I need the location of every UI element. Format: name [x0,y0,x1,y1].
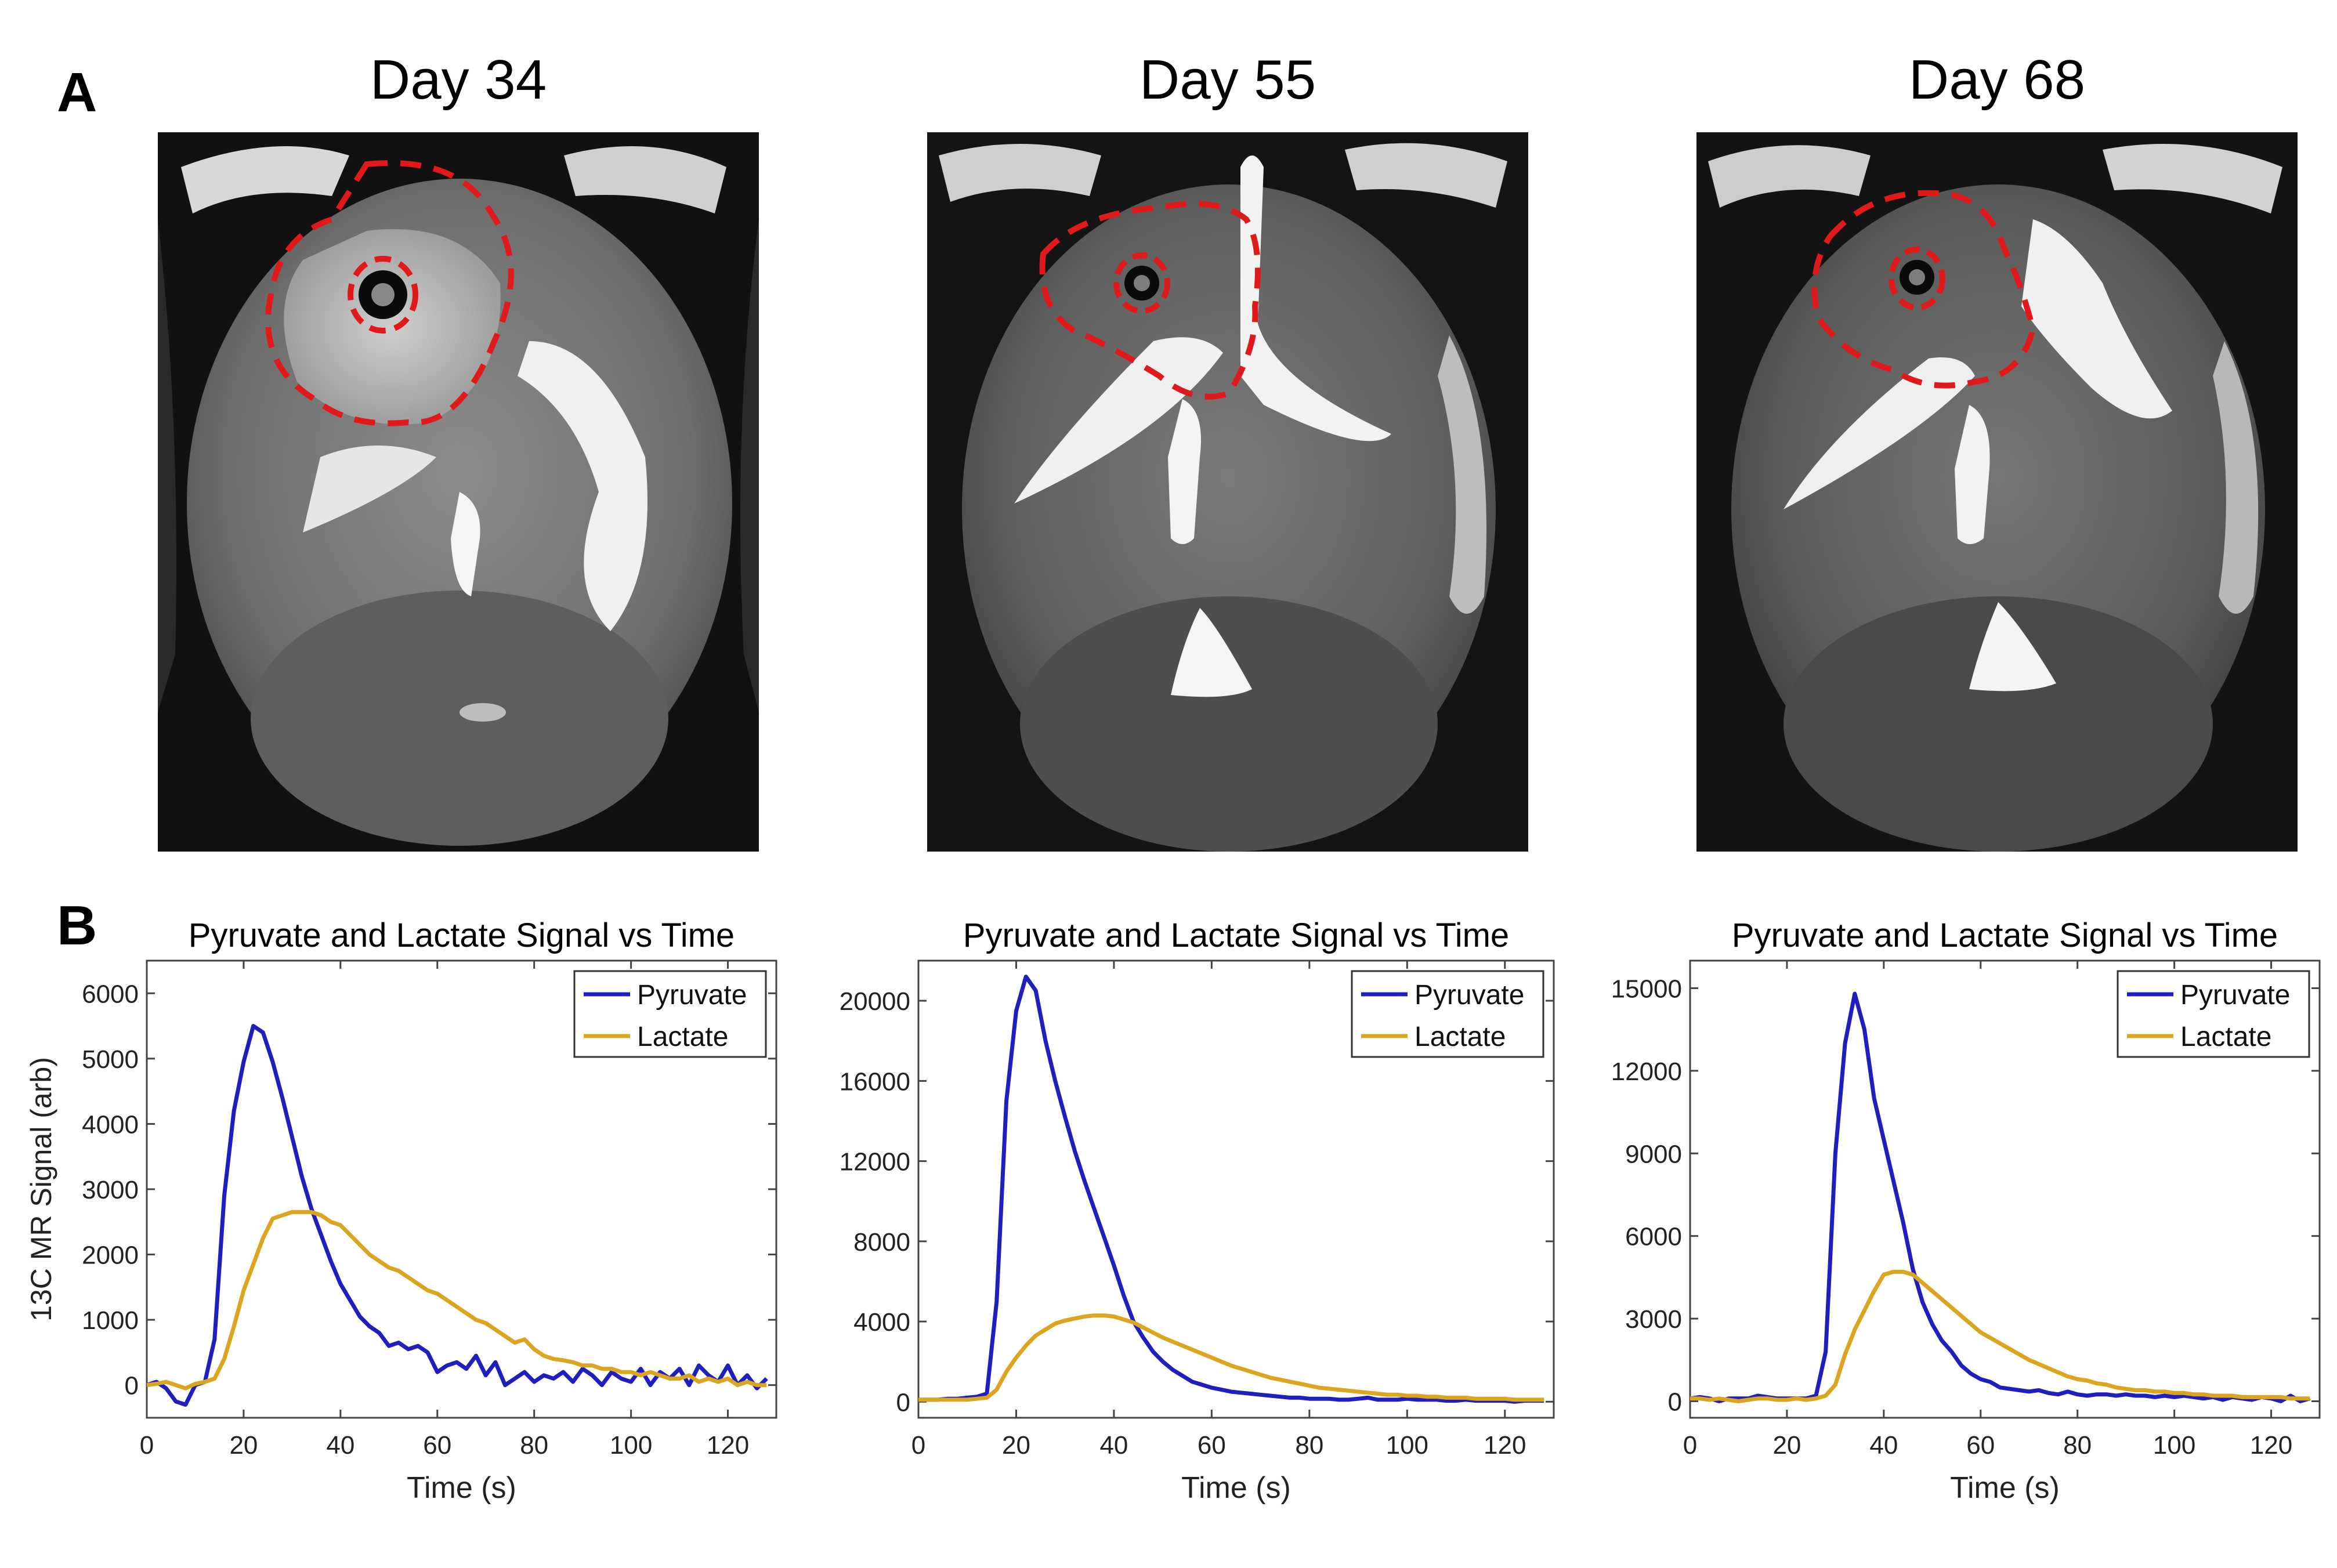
x-tick-label: 60 [1966,1431,1995,1460]
chart-day-68: Pyruvate and Lactate Signal vs Time 0 20 40… [1611,917,2321,1505]
y-tick-label: 0 [125,1372,139,1400]
y-tick-label: 9000 [1625,1140,1682,1168]
x-tick-label: 40 [326,1431,354,1460]
x-tick-label: 20 [229,1431,258,1460]
x-tick-label: 0 [911,1431,925,1460]
y-tick-label: 4000 [82,1110,139,1139]
y-tick-label: 20000 [840,987,910,1016]
roi-outline-tumor [1811,190,2036,389]
x-tick-label: 100 [2153,1431,2195,1460]
y-tick-label: 0 [1668,1388,1682,1417]
x-tick-label: 120 [2250,1431,2292,1460]
series-line-lactate [918,1313,1544,1402]
x-tick-label: 80 [1295,1431,1323,1460]
roi-outline-catheter [1889,247,1945,310]
legend-label-pyruvate: Pyruvate [2180,980,2290,1011]
legend-label-pyruvate: Pyruvate [637,980,747,1011]
chart-title: Pyruvate and Lactate Signal vs Time [1732,917,2278,954]
series-line-pyruvate [918,975,1544,1404]
chart-day-34: Pyruvate and Lactate Signal vs Time 0 20 40… [25,917,777,1505]
x-tick-label: 20 [1002,1431,1030,1460]
legend-box [1351,970,1544,1058]
roi-outline-catheter [348,256,418,334]
y-tick-label: 3000 [82,1176,139,1204]
x-tick-label: 60 [423,1431,451,1460]
x-tick-label: 60 [1198,1431,1226,1460]
x-axis-label: Time (s) [1950,1471,2060,1505]
y-axis-label: 13C MR Signal (arb) [25,1057,57,1321]
chart-day-55: Pyruvate and Lactate Signal vs Time 0 20 40… [840,917,1555,1505]
y-tick-label: 12000 [840,1148,910,1176]
y-tick-label: 3000 [1625,1305,1682,1334]
y-tick-label: 15000 [1611,975,1682,1003]
roi-outline-tumor [265,160,514,426]
y-tick-label: 6000 [82,980,139,1008]
x-tick-label: 0 [140,1431,154,1460]
roi-outline-catheter [1113,252,1170,314]
y-tick-label: 16000 [840,1067,910,1096]
y-tick-label: 6000 [1625,1223,1682,1251]
y-tick-label: 12000 [1611,1058,1682,1086]
panel-label-b: B [57,895,97,957]
series-line-lactate [1690,1269,2310,1403]
x-tick-label: 40 [1869,1431,1898,1460]
mri-image-day-68 [1696,132,2298,852]
x-tick-label: 100 [1386,1431,1428,1460]
y-tick-label: 5000 [82,1045,139,1074]
series-line-pyruvate [146,1024,768,1407]
panel-label-a: A [57,61,97,124]
chart-title: Pyruvate and Lactate Signal vs Time [963,917,1509,954]
image-title-day-68: Day 68 [1908,49,2086,111]
mri-image-day-55 [927,132,1528,852]
y-tick-label: 4000 [853,1308,910,1337]
x-tick-label: 40 [1099,1431,1128,1460]
y-tick-label: 8000 [853,1228,910,1256]
y-tick-label: 2000 [82,1241,139,1270]
x-tick-label: 120 [707,1431,749,1460]
mri-image-day-34 [158,132,759,852]
plot-frame [917,959,1555,1419]
legend-label-lactate: Lactate [637,1022,728,1052]
x-axis-label: Time (s) [407,1471,516,1505]
x-tick-label: 0 [1683,1431,1697,1460]
x-tick-label: 100 [610,1431,652,1460]
y-tick-label: 1000 [82,1306,139,1335]
x-tick-label: 120 [1484,1431,1526,1460]
legend-box [573,970,767,1058]
plot-frame [1689,959,2321,1419]
legend-box [2117,970,2310,1058]
legend-label-lactate: Lactate [2180,1022,2271,1052]
x-tick-label: 20 [1772,1431,1801,1460]
x-axis-label: Time (s) [1181,1471,1291,1505]
mri-svg-day-34 [158,132,759,852]
x-tick-label: 80 [520,1431,548,1460]
roi-outline-tumor [1039,201,1261,400]
x-tick-label: 80 [2063,1431,2092,1460]
legend-label-lactate: Lactate [1414,1022,1506,1052]
y-tick-label: 0 [896,1388,910,1417]
image-title-day-34: Day 34 [370,49,547,111]
chart-title: Pyruvate and Lactate Signal vs Time [189,917,735,954]
legend-label-pyruvate: Pyruvate [1414,980,1524,1011]
mri-svg-day-68 [1696,132,2298,852]
mri-svg-day-55 [927,132,1528,852]
series-line-lactate [146,1210,767,1390]
image-title-day-55: Day 55 [1139,49,1316,111]
